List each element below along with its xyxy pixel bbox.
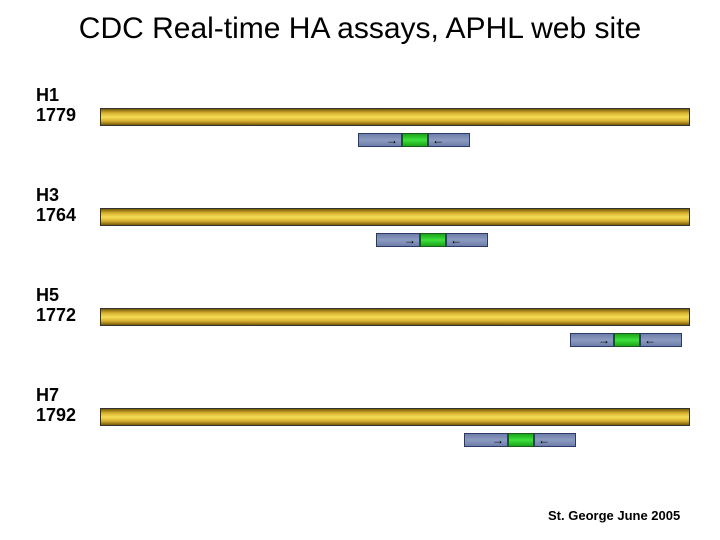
primer-probe-group: →← xyxy=(570,330,682,352)
gene-bar xyxy=(100,208,690,226)
assay-size: 1772 xyxy=(36,305,76,325)
assay-name: H7 xyxy=(36,385,59,405)
arrow-left-icon: ← xyxy=(538,434,550,446)
gene-bar xyxy=(100,408,690,426)
assay-size: 1764 xyxy=(36,205,76,225)
arrow-left-icon: ← xyxy=(450,234,462,246)
forward-primer: → xyxy=(376,233,420,247)
arrow-left-icon: ← xyxy=(644,334,656,346)
assay-name: H3 xyxy=(36,185,59,205)
arrow-right-icon: → xyxy=(492,434,504,446)
reverse-primer: ← xyxy=(640,333,682,347)
assay-name: H1 xyxy=(36,85,59,105)
primer-probe-group: →← xyxy=(464,430,576,452)
assay-label: H71792 xyxy=(36,386,76,426)
forward-primer: → xyxy=(358,133,402,147)
reverse-primer: ← xyxy=(534,433,576,447)
assay-size: 1779 xyxy=(36,105,76,125)
assay-size: 1792 xyxy=(36,405,76,425)
arrow-right-icon: → xyxy=(598,334,610,346)
assay-label: H31764 xyxy=(36,186,76,226)
footer-text: St. George June 2005 xyxy=(548,508,680,523)
arrow-left-icon: ← xyxy=(432,134,444,146)
assay-label: H11779 xyxy=(36,86,76,126)
primer-probe-group: →← xyxy=(358,130,470,152)
probe xyxy=(508,433,534,447)
arrow-right-icon: → xyxy=(386,134,398,146)
arrow-right-icon: → xyxy=(404,234,416,246)
probe xyxy=(402,133,428,147)
assay-name: H5 xyxy=(36,285,59,305)
reverse-primer: ← xyxy=(446,233,488,247)
forward-primer: → xyxy=(464,433,508,447)
page-title: CDC Real-time HA assays, APHL web site xyxy=(0,0,720,47)
assay-label: H51772 xyxy=(36,286,76,326)
gene-bar xyxy=(100,308,690,326)
primer-probe-group: →← xyxy=(376,230,488,252)
reverse-primer: ← xyxy=(428,133,470,147)
probe xyxy=(420,233,446,247)
gene-bar xyxy=(100,108,690,126)
probe xyxy=(614,333,640,347)
forward-primer: → xyxy=(570,333,614,347)
